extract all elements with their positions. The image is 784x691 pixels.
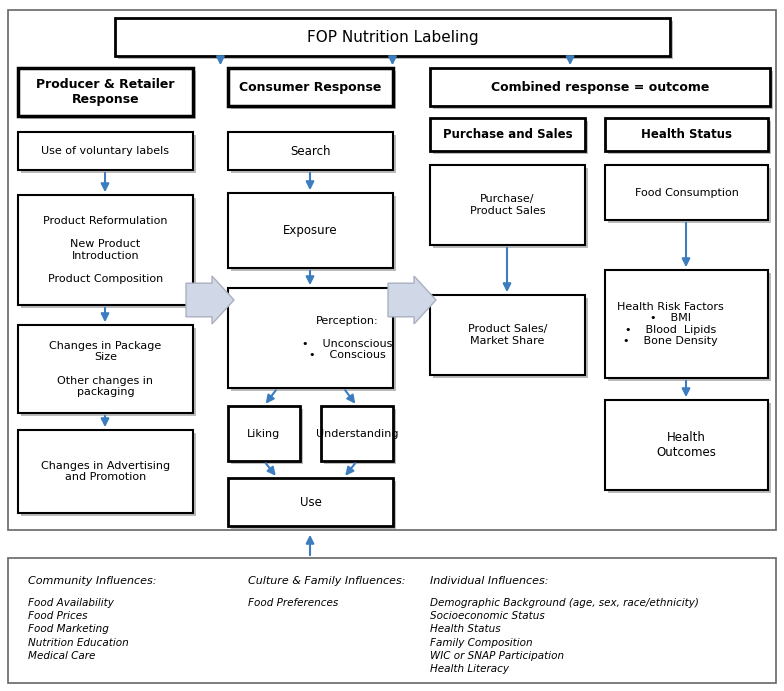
Bar [228, 68, 393, 106]
Polygon shape [388, 276, 436, 324]
Bar [605, 165, 768, 220]
Bar [18, 430, 193, 513]
Text: Producer & Retailer
Response: Producer & Retailer Response [36, 78, 175, 106]
Bar [231, 291, 396, 391]
Polygon shape [186, 276, 234, 324]
Bar [228, 193, 393, 268]
Bar [21, 71, 196, 119]
Bar [433, 71, 773, 109]
Bar [608, 168, 771, 223]
Text: Community Influences:: Community Influences: [28, 576, 157, 586]
Text: Food Consumption: Food Consumption [634, 187, 739, 198]
Text: Purchase/
Product Sales: Purchase/ Product Sales [470, 194, 546, 216]
Bar [21, 433, 196, 516]
Text: Individual Influences:: Individual Influences: [430, 576, 549, 586]
Bar [21, 135, 196, 173]
Text: Food Availability
Food Prices
Food Marketing
Nutrition Education
Medical Care: Food Availability Food Prices Food Marke… [28, 598, 129, 661]
Bar [8, 10, 776, 530]
Text: Exposure: Exposure [283, 224, 338, 237]
Bar [18, 195, 193, 305]
Text: Search: Search [290, 144, 331, 158]
Bar [18, 325, 193, 413]
Bar [433, 121, 588, 154]
Bar [8, 558, 776, 683]
Bar [231, 409, 303, 464]
Bar [430, 295, 585, 375]
Text: Consumer Response: Consumer Response [239, 80, 382, 93]
Bar [433, 298, 588, 378]
Text: Demographic Background (age, sex, race/ethnicity)
Socioeconomic Status
Health St: Demographic Background (age, sex, race/e… [430, 598, 699, 674]
Bar [231, 481, 396, 529]
Text: Changes in Advertising
and Promotion: Changes in Advertising and Promotion [41, 461, 170, 482]
Text: Product Sales/
Market Share: Product Sales/ Market Share [468, 324, 547, 346]
Text: Food Preferences: Food Preferences [248, 598, 338, 608]
Bar [115, 18, 670, 56]
Bar [18, 68, 193, 116]
Bar [228, 478, 393, 526]
Bar [605, 270, 768, 378]
Bar [608, 273, 771, 381]
Text: Perception:

•    Unconscious
•    Conscious: Perception: • Unconscious • Conscious [302, 316, 392, 361]
Text: Health Risk Factors
•    BMI
•    Blood  Lipids
•    Bone Density: Health Risk Factors • BMI • Blood Lipids… [617, 301, 724, 346]
Bar [608, 403, 771, 493]
Bar [433, 168, 588, 248]
Bar [430, 118, 585, 151]
Bar [430, 165, 585, 245]
Text: FOP Nutrition Labeling: FOP Nutrition Labeling [307, 30, 478, 44]
Text: Liking: Liking [248, 428, 281, 439]
Text: Health
Outcomes: Health Outcomes [656, 431, 717, 459]
Bar [608, 121, 771, 154]
Text: Use of voluntary labels: Use of voluntary labels [42, 146, 169, 156]
Text: Use: Use [299, 495, 321, 509]
Bar [21, 198, 196, 308]
Bar [430, 68, 770, 106]
Bar [605, 118, 768, 151]
Text: Culture & Family Influences:: Culture & Family Influences: [248, 576, 405, 586]
Text: Understanding: Understanding [316, 428, 398, 439]
Bar [228, 288, 393, 388]
Bar [321, 406, 393, 461]
Text: Changes in Package
Size

Other changes in
packaging: Changes in Package Size Other changes in… [49, 341, 162, 397]
Text: Purchase and Sales: Purchase and Sales [443, 128, 572, 141]
Bar [228, 132, 393, 170]
Bar [18, 132, 193, 170]
Bar [324, 409, 396, 464]
Text: Product Reformulation

New Product
Introduction

Product Composition: Product Reformulation New Product Introd… [43, 216, 168, 284]
Bar [231, 196, 396, 271]
Text: Combined response = outcome: Combined response = outcome [491, 80, 710, 93]
Bar [605, 400, 768, 490]
Bar [118, 21, 673, 59]
Bar [231, 135, 396, 173]
Bar [231, 71, 396, 109]
Text: Health Status: Health Status [641, 128, 732, 141]
Bar [228, 406, 300, 461]
Bar [21, 328, 196, 416]
